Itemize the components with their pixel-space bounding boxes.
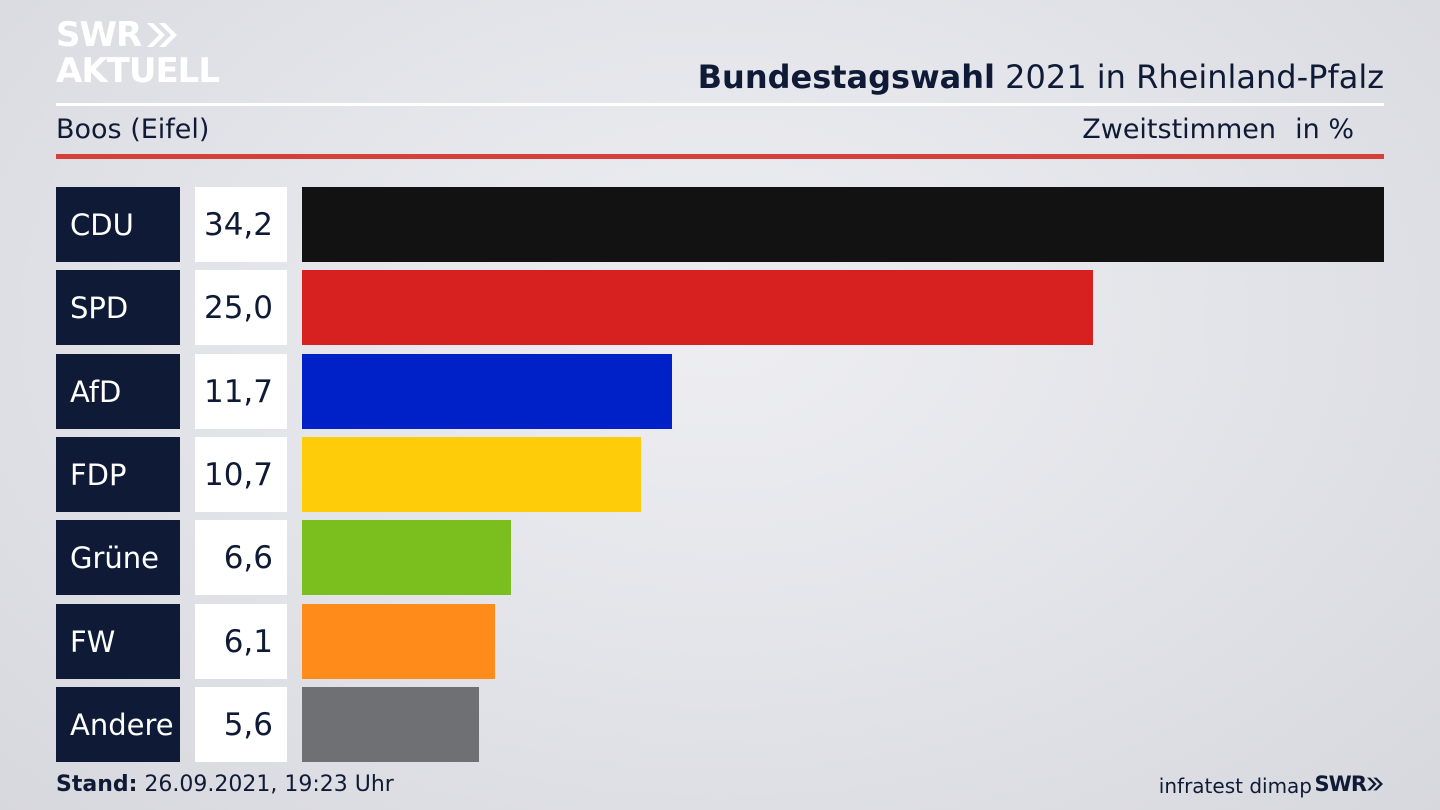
party-label: Andere: [56, 687, 180, 762]
bar: [302, 520, 511, 595]
stand-label: Stand:: [56, 772, 138, 797]
swr-aktuell-logo: SWR AKTUELL: [56, 15, 220, 91]
value-label: 6,6: [195, 520, 287, 595]
party-label: SPD: [56, 270, 180, 345]
header-divider: [56, 103, 1384, 106]
bar: [302, 270, 1093, 345]
value-label: 5,6: [195, 687, 287, 762]
value-label: 34,2: [195, 187, 287, 262]
party-label: CDU: [56, 187, 180, 262]
source-label: infratest dimap: [1158, 774, 1312, 798]
party-label: Grüne: [56, 520, 180, 595]
bar-row: Grüne 6,6: [56, 520, 1384, 595]
timestamp: Stand: 26.09.2021, 19:23 Uhr: [56, 772, 394, 797]
value-label: 11,7: [195, 354, 287, 429]
party-label: FDP: [56, 437, 180, 512]
location-label: Boos (Eifel): [56, 114, 210, 145]
bar-row: Andere 5,6: [56, 687, 1384, 762]
double-chevron-icon: [1367, 777, 1383, 791]
value-label: 25,0: [195, 270, 287, 345]
bar-row: FW 6,1: [56, 604, 1384, 679]
logo-swr-text: SWR: [56, 15, 142, 55]
party-label: AfD: [56, 354, 180, 429]
bar: [302, 604, 495, 679]
bar: [302, 187, 1384, 262]
party-label: FW: [56, 604, 180, 679]
unit-label: in %: [1295, 114, 1354, 145]
value-label: 10,7: [195, 437, 287, 512]
results-bar-chart: CDU 34,2 SPD 25,0 AfD 11,7 FDP 10,7 Grüne 6,6 FW 6,…: [56, 187, 1384, 763]
stand-value: 26.09.2021, 19:23 Uhr: [137, 772, 394, 797]
swr-footer-logo: SWR: [1315, 772, 1384, 796]
accent-divider: [56, 154, 1384, 159]
bar: [302, 687, 479, 762]
value-label: 6,1: [195, 604, 287, 679]
logo-aktuell-text: AKTUELL: [56, 51, 220, 91]
bar: [302, 354, 672, 429]
title-rest: 2021 in Rheinland-Pfalz: [995, 58, 1384, 96]
bar-row: AfD 11,7: [56, 354, 1384, 429]
bar-row: SPD 25,0: [56, 270, 1384, 345]
bar: [302, 437, 641, 512]
bar-row: CDU 34,2: [56, 187, 1384, 262]
vote-type-label: Zweitstimmen: [1082, 114, 1276, 145]
page-title: Bundestagswahl 2021 in Rheinland-Pfalz: [698, 58, 1384, 96]
bar-row: FDP 10,7: [56, 437, 1384, 512]
title-bold: Bundestagswahl: [697, 58, 995, 96]
double-chevron-icon: [147, 23, 178, 47]
footer-logo-text: SWR: [1314, 772, 1367, 796]
